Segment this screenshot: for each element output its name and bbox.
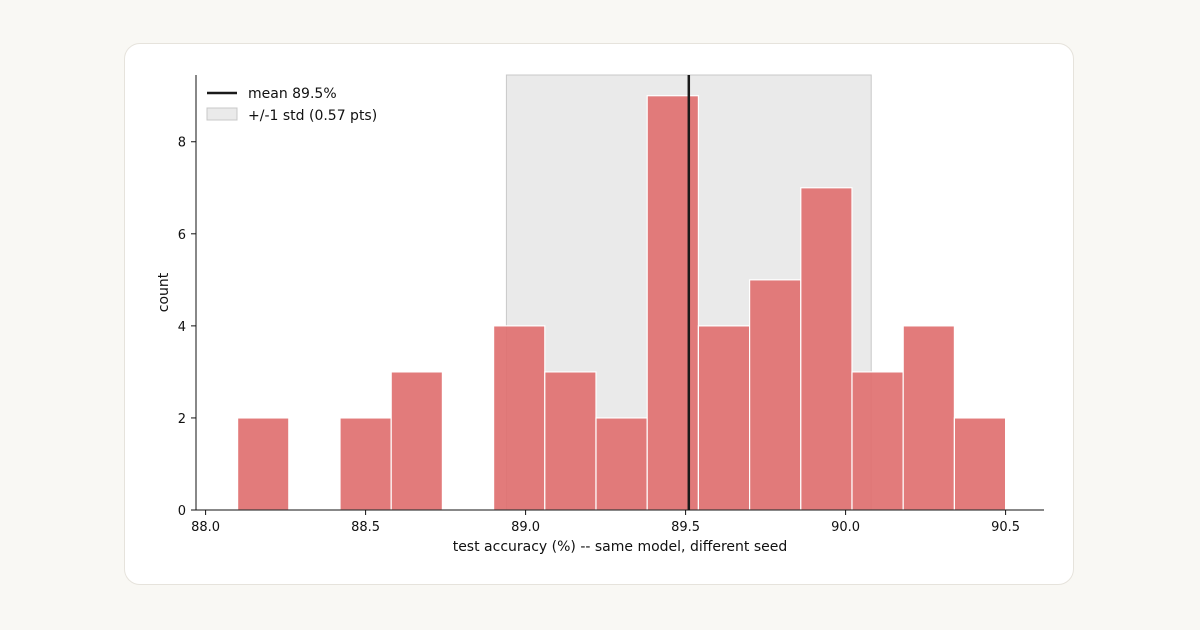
y-tick-label: 2 <box>178 412 186 427</box>
histogram-bar <box>646 95 700 511</box>
legend-std-swatch <box>206 107 238 121</box>
histogram-bar <box>544 371 597 511</box>
legend-std-label: +/-1 std (0.57 pts) <box>248 108 377 124</box>
y-tick-label: 0 <box>178 504 186 519</box>
x-axis-label: test accuracy (%) -- same model, differe… <box>453 539 788 555</box>
histogram-bar <box>902 325 956 511</box>
bars-layer <box>237 95 1007 511</box>
x-tick-label: 90.0 <box>831 520 860 535</box>
histogram-bar <box>800 187 853 511</box>
histogram-bar <box>748 279 802 511</box>
y-tick-label: 6 <box>178 228 186 243</box>
x-tick-label: 88.0 <box>191 520 220 535</box>
histogram-bar <box>493 325 546 511</box>
axes: 88.0 88.5 89.0 89.5 90.0 90.5 0 2 4 6 8 test accura… <box>156 75 1044 555</box>
histogram-bar <box>953 417 1007 511</box>
x-tick-label: 89.5 <box>671 520 700 535</box>
x-tick-label: 90.5 <box>991 520 1020 535</box>
histogram-bar <box>697 325 751 511</box>
y-tick-label: 8 <box>178 136 186 151</box>
x-tick-label: 89.0 <box>511 520 540 535</box>
histogram-bar <box>339 417 392 511</box>
y-axis-label: count <box>156 272 172 312</box>
legend: mean 89.5% +/-1 std (0.57 pts) <box>206 86 377 124</box>
histogram-bar <box>851 371 904 511</box>
x-tick-label: 88.5 <box>351 520 380 535</box>
histogram-bar <box>237 417 290 511</box>
histogram-bar <box>595 417 648 511</box>
y-tick-label: 4 <box>178 320 186 335</box>
legend-mean-label: mean 89.5% <box>248 86 337 102</box>
histogram-bar <box>390 371 444 511</box>
